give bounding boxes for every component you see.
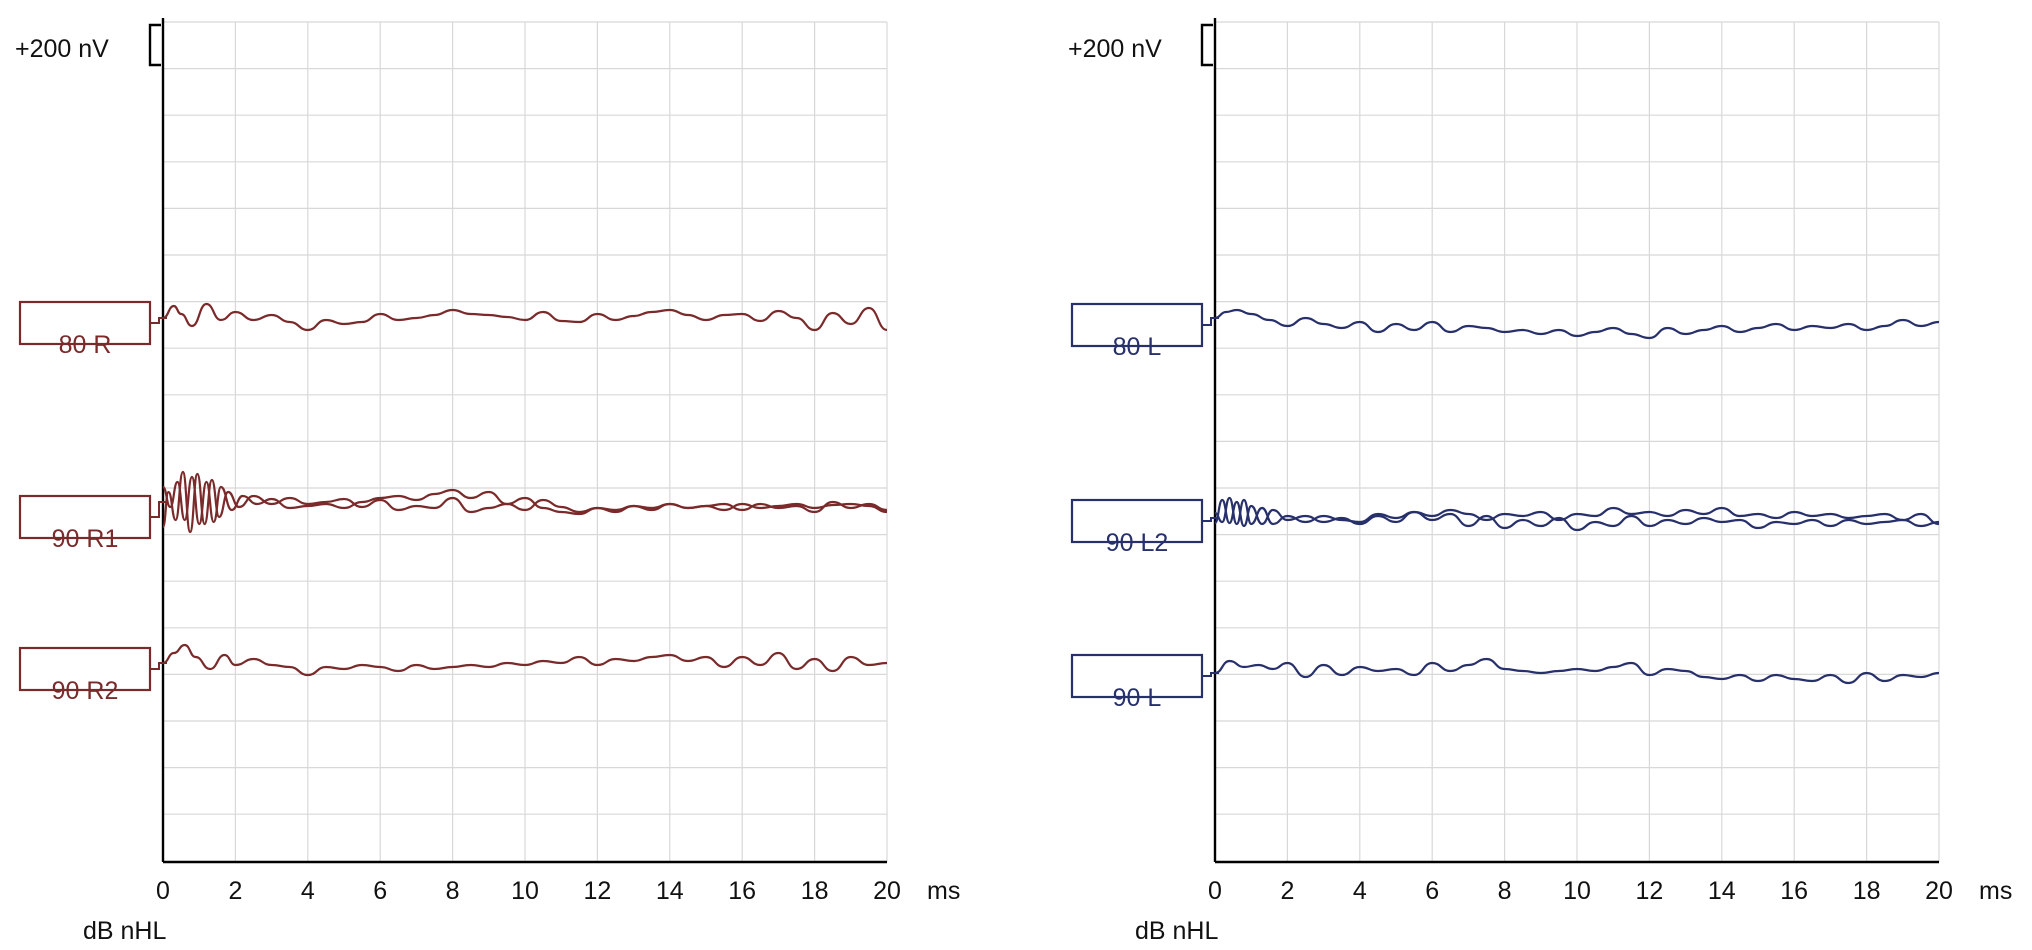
x-tick-label: 4: [1353, 877, 1367, 905]
amplitude-scale-bracket: [148, 23, 161, 67]
x-tick-label: 6: [1425, 877, 1439, 905]
x-tick-label: 18: [801, 877, 829, 905]
x-tick-label: 0: [156, 877, 170, 905]
amplitude-scale-label: +200 nV: [1068, 35, 1162, 63]
x-tick-label: 14: [1708, 877, 1736, 905]
x-tick-label: 20: [1925, 877, 1953, 905]
amplitude-scale-bracket: [1200, 23, 1213, 67]
waveform-sweep: [162, 302, 888, 332]
trace-label: 80 R: [59, 331, 112, 359]
trace-label: 90 L2: [1106, 529, 1169, 557]
x-tick-label: 10: [1563, 877, 1591, 905]
trace-label-box: [18, 494, 152, 540]
trace-group: 90 L: [1070, 653, 1940, 712]
x-tick-label: 8: [1498, 877, 1512, 905]
waveform-sweep: [1214, 657, 1940, 685]
trace-label: 90 R2: [52, 677, 119, 705]
x-tick-label: 12: [583, 877, 611, 905]
trace-label-box: [1070, 498, 1204, 544]
trace-marker-connector: [150, 501, 167, 518]
waveform-sweep: [162, 643, 888, 677]
level-unit-label: dB nHL: [1135, 917, 1218, 945]
waveform-sweep: [161, 470, 888, 534]
level-unit-label: dB nHL: [83, 917, 166, 945]
x-tick-label: 18: [1853, 877, 1881, 905]
waveform-sweep: [1213, 498, 1940, 532]
trace-marker-connector: [1202, 672, 1219, 677]
right-ear-panel: 0 2 4 6 8 10 12 14 16 18 20 ms dB nHL +200 nV 80 R 90 R…: [15, 18, 960, 945]
trace-group: 90 R1: [18, 470, 888, 553]
x-tick-label: 4: [301, 877, 315, 905]
x-tick-label: 12: [1635, 877, 1663, 905]
trace-marker-connector: [1202, 317, 1219, 326]
trace-label-box: [1070, 302, 1204, 348]
waveform-sweep: [162, 475, 888, 526]
trace-label-box: [18, 300, 152, 346]
x-tick-label: 10: [511, 877, 539, 905]
trace-marker-connector: [1202, 517, 1219, 522]
x-tick-label: 2: [228, 877, 242, 905]
trace-group: 80 L: [1070, 302, 1940, 361]
x-tick-label: 2: [1280, 877, 1294, 905]
x-tick-label: 14: [656, 877, 684, 905]
waveform-sweep: [1214, 496, 1940, 526]
amplitude-scale-label: +200 nV: [15, 35, 109, 63]
trace-marker-connector: [150, 662, 167, 670]
x-tick-label: 16: [1780, 877, 1808, 905]
grid: [163, 21, 888, 862]
x-axis-unit-label: ms: [1979, 877, 2012, 905]
x-tick-label: 20: [873, 877, 901, 905]
trace-label-box: [1070, 653, 1204, 699]
x-tick-label: 8: [446, 877, 460, 905]
left-ear-panel: 0 2 4 6 8 10 12 14 16 18 20 ms dB nHL +200 nV 80 L 90 L…: [1068, 18, 2012, 945]
trace-label: 90 L: [1113, 684, 1162, 712]
trace-label: 80 L: [1113, 333, 1162, 361]
x-axis-unit-label: ms: [927, 877, 960, 905]
x-tick-label: 16: [728, 877, 756, 905]
trace-marker-connector: [150, 317, 167, 324]
trace-label-box: [18, 646, 152, 692]
x-tick-label: 6: [373, 877, 387, 905]
trace-label: 90 R1: [52, 525, 119, 553]
grid: [1215, 21, 1940, 862]
trace-group: 80 R: [18, 300, 888, 359]
trace-group: 90 L2: [1070, 496, 1940, 557]
x-tick-label: 0: [1208, 877, 1222, 905]
waveform-sweep: [1214, 308, 1940, 340]
trace-group: 90 R2: [18, 643, 888, 705]
